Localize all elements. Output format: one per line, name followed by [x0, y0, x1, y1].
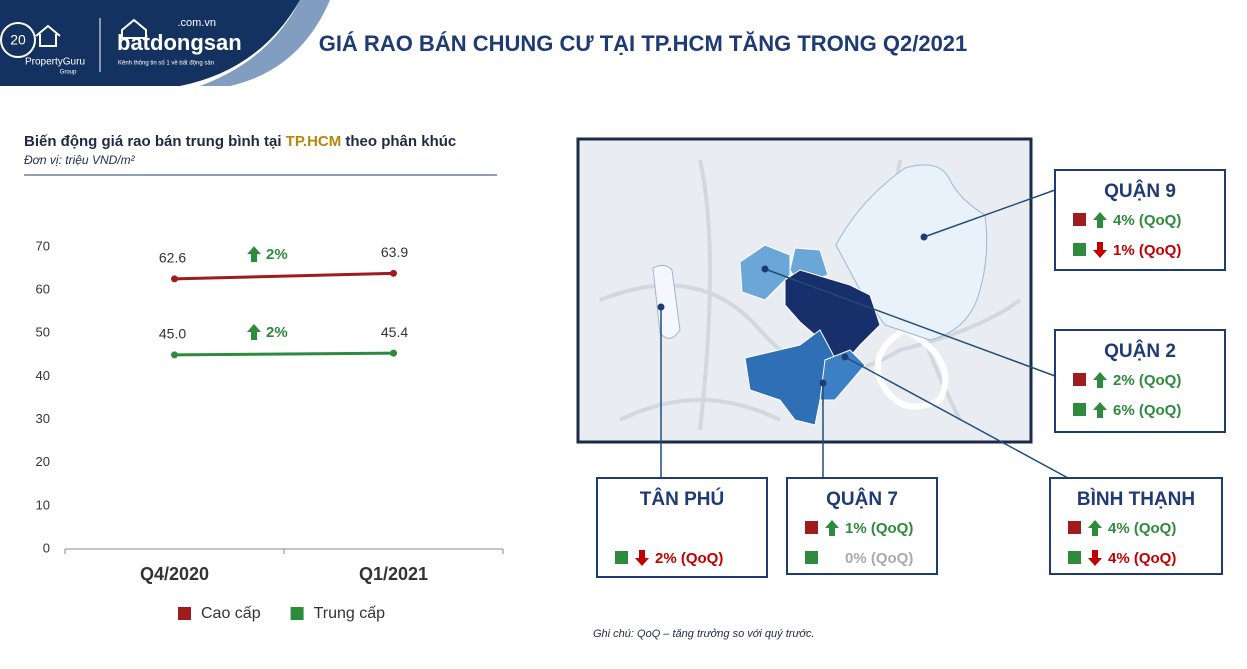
district-name: QUẬN 7 [826, 488, 898, 510]
header-band [0, 0, 300, 86]
trend-arrow [1088, 520, 1102, 536]
y-tick-label: 20 [36, 454, 50, 469]
chart-title-part: theo phân khúc [341, 133, 456, 150]
change-label: 2% (QoQ) [655, 550, 723, 567]
change-arrow [247, 246, 261, 263]
chart-title-highlight: TP.HCM [286, 133, 342, 150]
segment-swatch [615, 551, 628, 564]
district-name: QUẬN 9 [1104, 180, 1176, 202]
page-number: 20 [10, 32, 26, 48]
brand-name: PropertyGuru [25, 57, 85, 68]
map-marker [819, 379, 827, 387]
x-tick-label: Q1/2021 [359, 564, 428, 584]
data-label: 45.4 [381, 324, 408, 340]
segment-swatch [1073, 243, 1086, 256]
chart-title: Biến động giá rao bán trung bình tại TP.… [24, 133, 456, 150]
change-label: 1% (QoQ) [1113, 242, 1181, 259]
connector [923, 189, 1056, 238]
slide-title: GIÁ RAO BÁN CHUNG CƯ TẠI TP.HCM TĂNG TRO… [319, 31, 968, 56]
legend-swatch [290, 607, 304, 620]
site-domain: .com.vn [177, 17, 216, 29]
overlay: QUẬN 9 4% (QoQ) 1% (QoQ) QUẬN 2 2% (QoQ) 6% (… [596, 169, 1226, 578]
segment-swatch [1068, 521, 1081, 534]
segment-swatch [805, 551, 818, 564]
map-marker [761, 265, 769, 273]
brand-sub: Group [60, 70, 77, 76]
change-label: 0% (QoQ) [845, 550, 913, 567]
map-river [874, 326, 949, 410]
site-name: batdongsan [117, 30, 242, 55]
data-label: 62.6 [159, 250, 186, 266]
segment-swatch [1068, 551, 1081, 564]
y-tick-label: 40 [36, 368, 50, 383]
header-accent [200, 0, 330, 86]
legend-label: Cao cấp [201, 605, 261, 622]
district-name: QUẬN 2 [1104, 340, 1176, 362]
trend-arrow [1093, 242, 1107, 258]
change-label: 4% (QoQ) [1108, 520, 1176, 537]
change-label: 6% (QoQ) [1113, 402, 1181, 419]
district-name: BÌNH THẠNH [1077, 488, 1195, 510]
change-label: 4% (QoQ) [1113, 212, 1181, 229]
segment-swatch [1073, 403, 1086, 416]
district-name: TÂN PHÚ [640, 488, 724, 510]
data-label: 63.9 [381, 244, 408, 260]
segment-swatch [1073, 213, 1086, 226]
trend-arrow [825, 520, 839, 536]
change-label: 2% (QoQ) [1113, 372, 1181, 389]
district-area [652, 264, 681, 339]
trend-arrow [1093, 402, 1107, 418]
data-label: 45.0 [159, 326, 186, 342]
y-tick-label: 50 [36, 325, 50, 340]
chart-subtitle: Đơn vị: triệu VND/m² [24, 153, 136, 167]
y-tick-label: 60 [36, 282, 50, 297]
y-tick-label: 0 [43, 540, 50, 555]
x-tick-label: Q4/2020 [140, 564, 209, 584]
change-label: 2% [266, 324, 288, 341]
trend-arrow [1088, 550, 1102, 566]
data-point [390, 269, 397, 277]
footnote: Ghi chú: QoQ – tăng trưởng so với quý tr… [593, 628, 815, 640]
change-label: 1% (QoQ) [845, 520, 913, 537]
connector [844, 356, 1069, 479]
y-tick-label: 70 [36, 238, 50, 253]
trend-arrow [1093, 212, 1107, 228]
trend-arrow [635, 550, 649, 566]
map-marker [920, 233, 928, 241]
change-arrow [247, 323, 261, 340]
site-tagline: Kênh thông tin số 1 về bất động sản [118, 61, 214, 67]
chart-title-part: Biến động giá rao bán trung bình tại [24, 133, 286, 150]
series-line [174, 351, 394, 357]
change-label: 2% [266, 246, 288, 263]
brand-icon [35, 24, 61, 47]
data-point [171, 351, 178, 359]
legend-label: Trung cấp [314, 605, 386, 622]
connector [764, 268, 1056, 377]
change-label: 4% (QoQ) [1108, 550, 1176, 567]
data-point [171, 275, 178, 283]
map-marker [657, 303, 665, 311]
site-icon [121, 18, 147, 39]
y-tick-label: 10 [36, 497, 50, 512]
segment-swatch [1073, 373, 1086, 386]
map-marker [841, 353, 849, 361]
series-line [174, 271, 394, 281]
page-badge [0, 22, 36, 58]
legend-swatch [178, 607, 191, 620]
data-point [390, 349, 397, 357]
y-tick-label: 30 [36, 411, 50, 426]
trend-arrow [1093, 372, 1107, 388]
segment-swatch [805, 521, 818, 534]
